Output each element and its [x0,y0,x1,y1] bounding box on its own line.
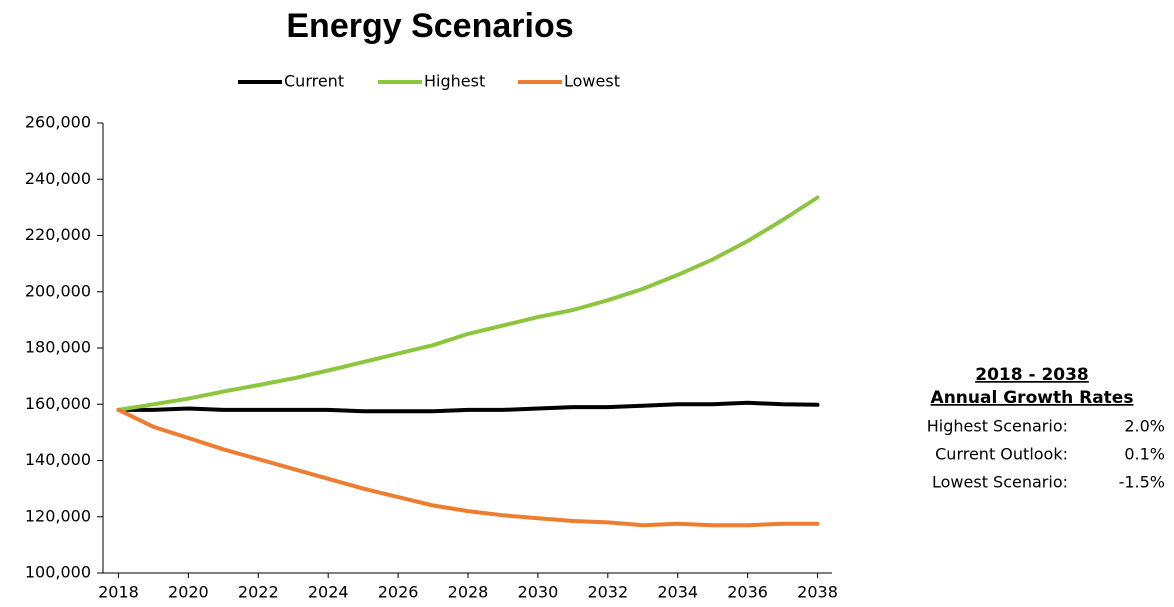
note-value: -1.5% [1119,473,1165,492]
x-tick-label: 2018 [98,583,139,602]
x-tick-label: 2038 [797,583,838,602]
x-tick-label: 2024 [308,583,349,602]
x-tick-label: 2028 [448,583,489,602]
legend-label: Current [284,72,344,91]
note-label: Current Outlook: [935,445,1068,464]
x-tick-label: 2020 [168,583,209,602]
series-line [116,195,820,412]
legend-label: Lowest [564,72,620,91]
x-tick-label: 2036 [727,583,768,602]
y-tick-label: 140,000 [25,450,91,469]
y-tick-label: 160,000 [25,394,91,413]
note-label: Highest Scenario: [927,417,1068,436]
legend-label: Highest [424,72,485,91]
x-tick-label: 2034 [657,583,698,602]
x-tick-label: 2026 [378,583,419,602]
x-tick-label: 2022 [238,583,279,602]
y-tick-label: 180,000 [25,338,91,357]
y-tick-label: 260,000 [25,113,91,132]
y-tick-label: 200,000 [25,281,91,300]
y-tick-label: 100,000 [25,563,91,582]
x-tick-label: 2032 [587,583,628,602]
series-line [116,407,820,528]
note-value: 2.0% [1124,417,1165,436]
chart-title: Energy Scenarios [286,7,573,45]
note-heading: Annual Growth Rates [931,388,1134,408]
x-tick-label: 2030 [518,583,559,602]
series-line [116,400,820,414]
note-value: 0.1% [1124,445,1165,464]
y-tick-label: 220,000 [25,225,91,244]
y-tick-label: 120,000 [25,506,91,525]
y-tick-label: 240,000 [25,169,91,188]
note-label: Lowest Scenario: [932,473,1068,492]
note-heading: 2018 - 2038 [975,365,1089,385]
